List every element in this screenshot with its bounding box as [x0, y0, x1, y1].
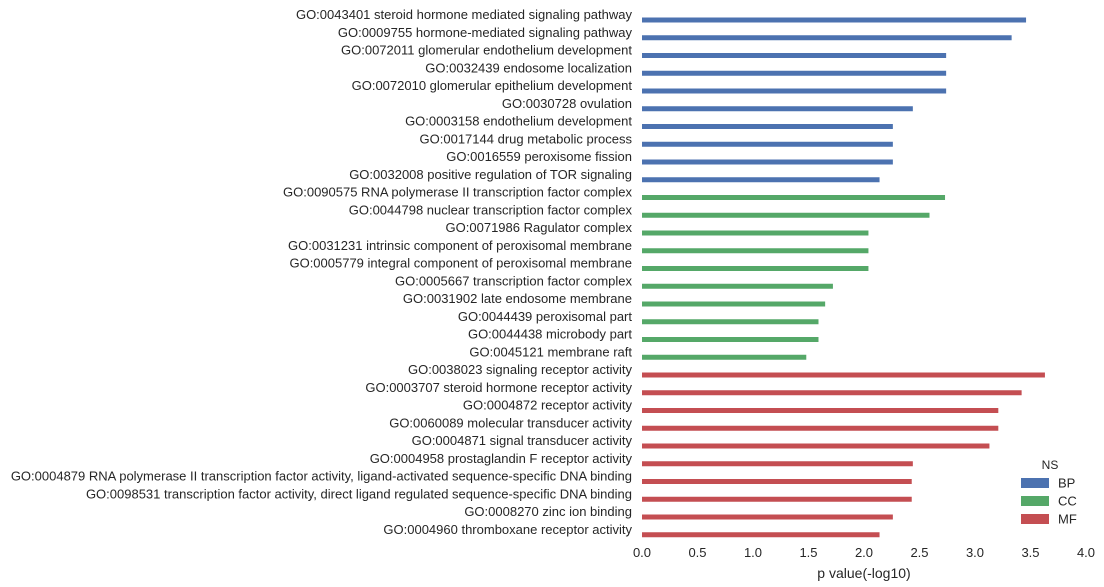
category-label: GO:0072010 glomerular epithelium develop… [352, 78, 633, 93]
category-label: GO:0044438 microbody part [468, 327, 632, 342]
category-label: GO:0031902 late endosome membrane [403, 291, 632, 306]
bar-cc [642, 354, 807, 360]
category-label: GO:0008270 zinc ion binding [464, 504, 632, 519]
bar-mf [642, 514, 893, 520]
bar-cc [642, 337, 819, 342]
x-tick-label: 2.0 [855, 545, 873, 560]
x-tick-label: 0.5 [688, 545, 706, 560]
bar-group [642, 17, 1045, 538]
category-label: GO:0031231 intrinsic component of peroxi… [288, 238, 632, 253]
x-tick-label: 1.0 [744, 545, 762, 560]
bar-mf [642, 461, 913, 467]
legend-label-bp: BP [1058, 476, 1075, 491]
category-label: GO:0005779 integral component of peroxis… [289, 256, 632, 271]
bar-cc [642, 283, 833, 289]
bar-cc [642, 319, 819, 325]
category-label: GO:0004958 prostaglandin F receptor acti… [370, 451, 633, 466]
bar-bp [642, 35, 1012, 41]
bar-bp [642, 53, 947, 58]
category-label: GO:0003707 steroid hormone receptor acti… [365, 380, 632, 395]
bar-bp [642, 88, 947, 94]
x-tick-label: 2.5 [910, 545, 928, 560]
bar-bp [642, 177, 880, 183]
bar-bp [642, 159, 893, 165]
bar-cc [642, 230, 869, 236]
bar-bp [642, 141, 893, 147]
bar-bp [642, 70, 947, 76]
bar-bp [642, 124, 893, 129]
category-label: GO:0004960 thromboxane receptor activity [383, 522, 632, 537]
legend-swatch-mf [1021, 514, 1049, 524]
category-label: GO:0044439 peroxisomal part [458, 309, 633, 324]
category-label: GO:0016559 peroxisome fission [446, 149, 632, 164]
legend-label-cc: CC [1058, 494, 1077, 509]
legend-swatch-bp [1021, 478, 1049, 488]
category-label: GO:0090575 RNA polymerase II transcripti… [283, 185, 632, 200]
category-label: GO:0030728 ovulation [502, 96, 632, 111]
category-label: GO:0044798 nuclear transcription factor … [349, 202, 633, 217]
bar-mf [642, 408, 999, 413]
x-tick-label: 3.5 [1021, 545, 1039, 560]
legend-entries: BP CC MF [1021, 476, 1077, 527]
x-tick-label: 0.0 [633, 545, 651, 560]
x-tick-label: 4.0 [1077, 545, 1095, 560]
category-label: GO:0005667 transcription factor complex [395, 273, 633, 288]
legend: NS BP CC MF [1021, 458, 1077, 527]
bar-bp [642, 106, 913, 112]
bar-cc [642, 195, 946, 200]
x-tick-label: 1.5 [799, 545, 817, 560]
category-label: GO:0043401 steroid hormone mediated sign… [296, 7, 633, 22]
category-label: GO:0060089 molecular transducer activity [389, 415, 632, 430]
category-label: GO:0017144 drug metabolic process [420, 131, 633, 146]
category-label: GO:0032439 endosome localization [425, 60, 632, 75]
category-label: GO:0098531 transcription factor activity… [86, 486, 632, 501]
category-label: GO:0004871 signal transducer activity [412, 433, 633, 448]
category-label: GO:0004872 receptor activity [463, 398, 633, 413]
bar-mf [642, 443, 990, 449]
category-label: GO:0003158 endothelium development [405, 114, 632, 129]
x-axis-title: p value(-log10) [817, 565, 910, 581]
bar-mf [642, 390, 1022, 396]
bar-cc [642, 266, 869, 271]
category-label: GO:0071986 Ragulator complex [446, 220, 633, 235]
bar-cc [642, 248, 869, 254]
bar-mf [642, 372, 1045, 378]
bar-mf [642, 532, 880, 538]
legend-label-mf: MF [1058, 512, 1077, 527]
category-label: GO:0009755 hormone-mediated signaling pa… [338, 25, 633, 40]
category-label: GO:0072011 glomerular endothelium develo… [341, 43, 632, 58]
bar-mf [642, 496, 912, 502]
legend-swatch-cc [1021, 496, 1049, 506]
category-label: GO:0004879 RNA polymerase II transcripti… [11, 469, 632, 484]
legend-title: NS [1042, 458, 1059, 472]
bar-bp [642, 17, 1027, 23]
x-tick-label: 3.0 [966, 545, 984, 560]
bar-cc [642, 301, 826, 307]
category-labels: GO:0043401 steroid hormone mediated sign… [11, 7, 633, 537]
bar-cc [642, 212, 930, 218]
category-label: GO:0032008 positive regulation of TOR si… [349, 167, 632, 182]
bar-mf [642, 425, 999, 431]
category-label: GO:0038023 signaling receptor activity [408, 362, 633, 377]
category-label: GO:0045121 membrane raft [469, 344, 632, 359]
bar-mf [642, 479, 912, 484]
x-axis-ticks: 0.0 0.5 1.0 1.5 2.0 2.5 3.0 3.5 4.0 [633, 545, 1095, 560]
